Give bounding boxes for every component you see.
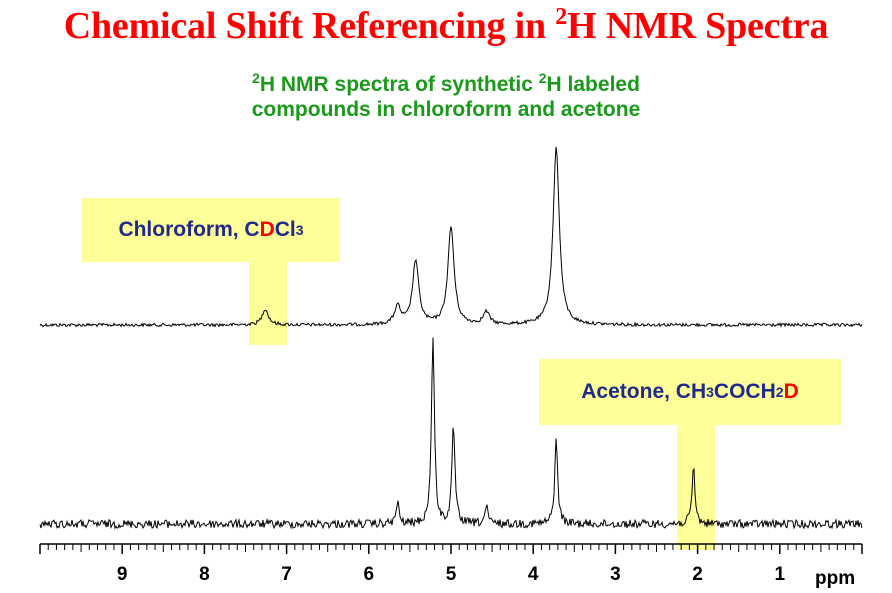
tick-label-7: 7 [281, 564, 292, 585]
tick-label-4: 4 [527, 564, 539, 585]
chloroform-label: Chloroform, C D Cl 3 [82, 198, 340, 262]
tick-label-5: 5 [445, 564, 457, 585]
spectrum-line-1 [39, 146, 863, 328]
chart-subtitle-line2: compounds in chloroform and acetone [251, 98, 641, 121]
tick-label-3: 3 [610, 564, 621, 585]
tick-label-8: 8 [199, 564, 210, 585]
chloroform-highlight-stem [249, 262, 287, 345]
tick-label-1: 1 [774, 564, 786, 585]
chart-subtitle-line1: 2H NMR spectra of synthetic 2H labeled [252, 70, 640, 96]
tick-label-9: 9 [116, 564, 128, 585]
x-axis-unit-label: ppm [815, 568, 856, 589]
tick-label-2: 2 [692, 564, 703, 585]
spectrum-line-2 [39, 337, 863, 530]
acetone-highlight-stem [677, 425, 715, 550]
acetone-label: Acetone, CH 3 COCH 2 D [539, 359, 841, 425]
chart-title: Chemical Shift Referencing in 2H NMR Spe… [63, 4, 829, 47]
tick-label-6: 6 [363, 564, 375, 585]
